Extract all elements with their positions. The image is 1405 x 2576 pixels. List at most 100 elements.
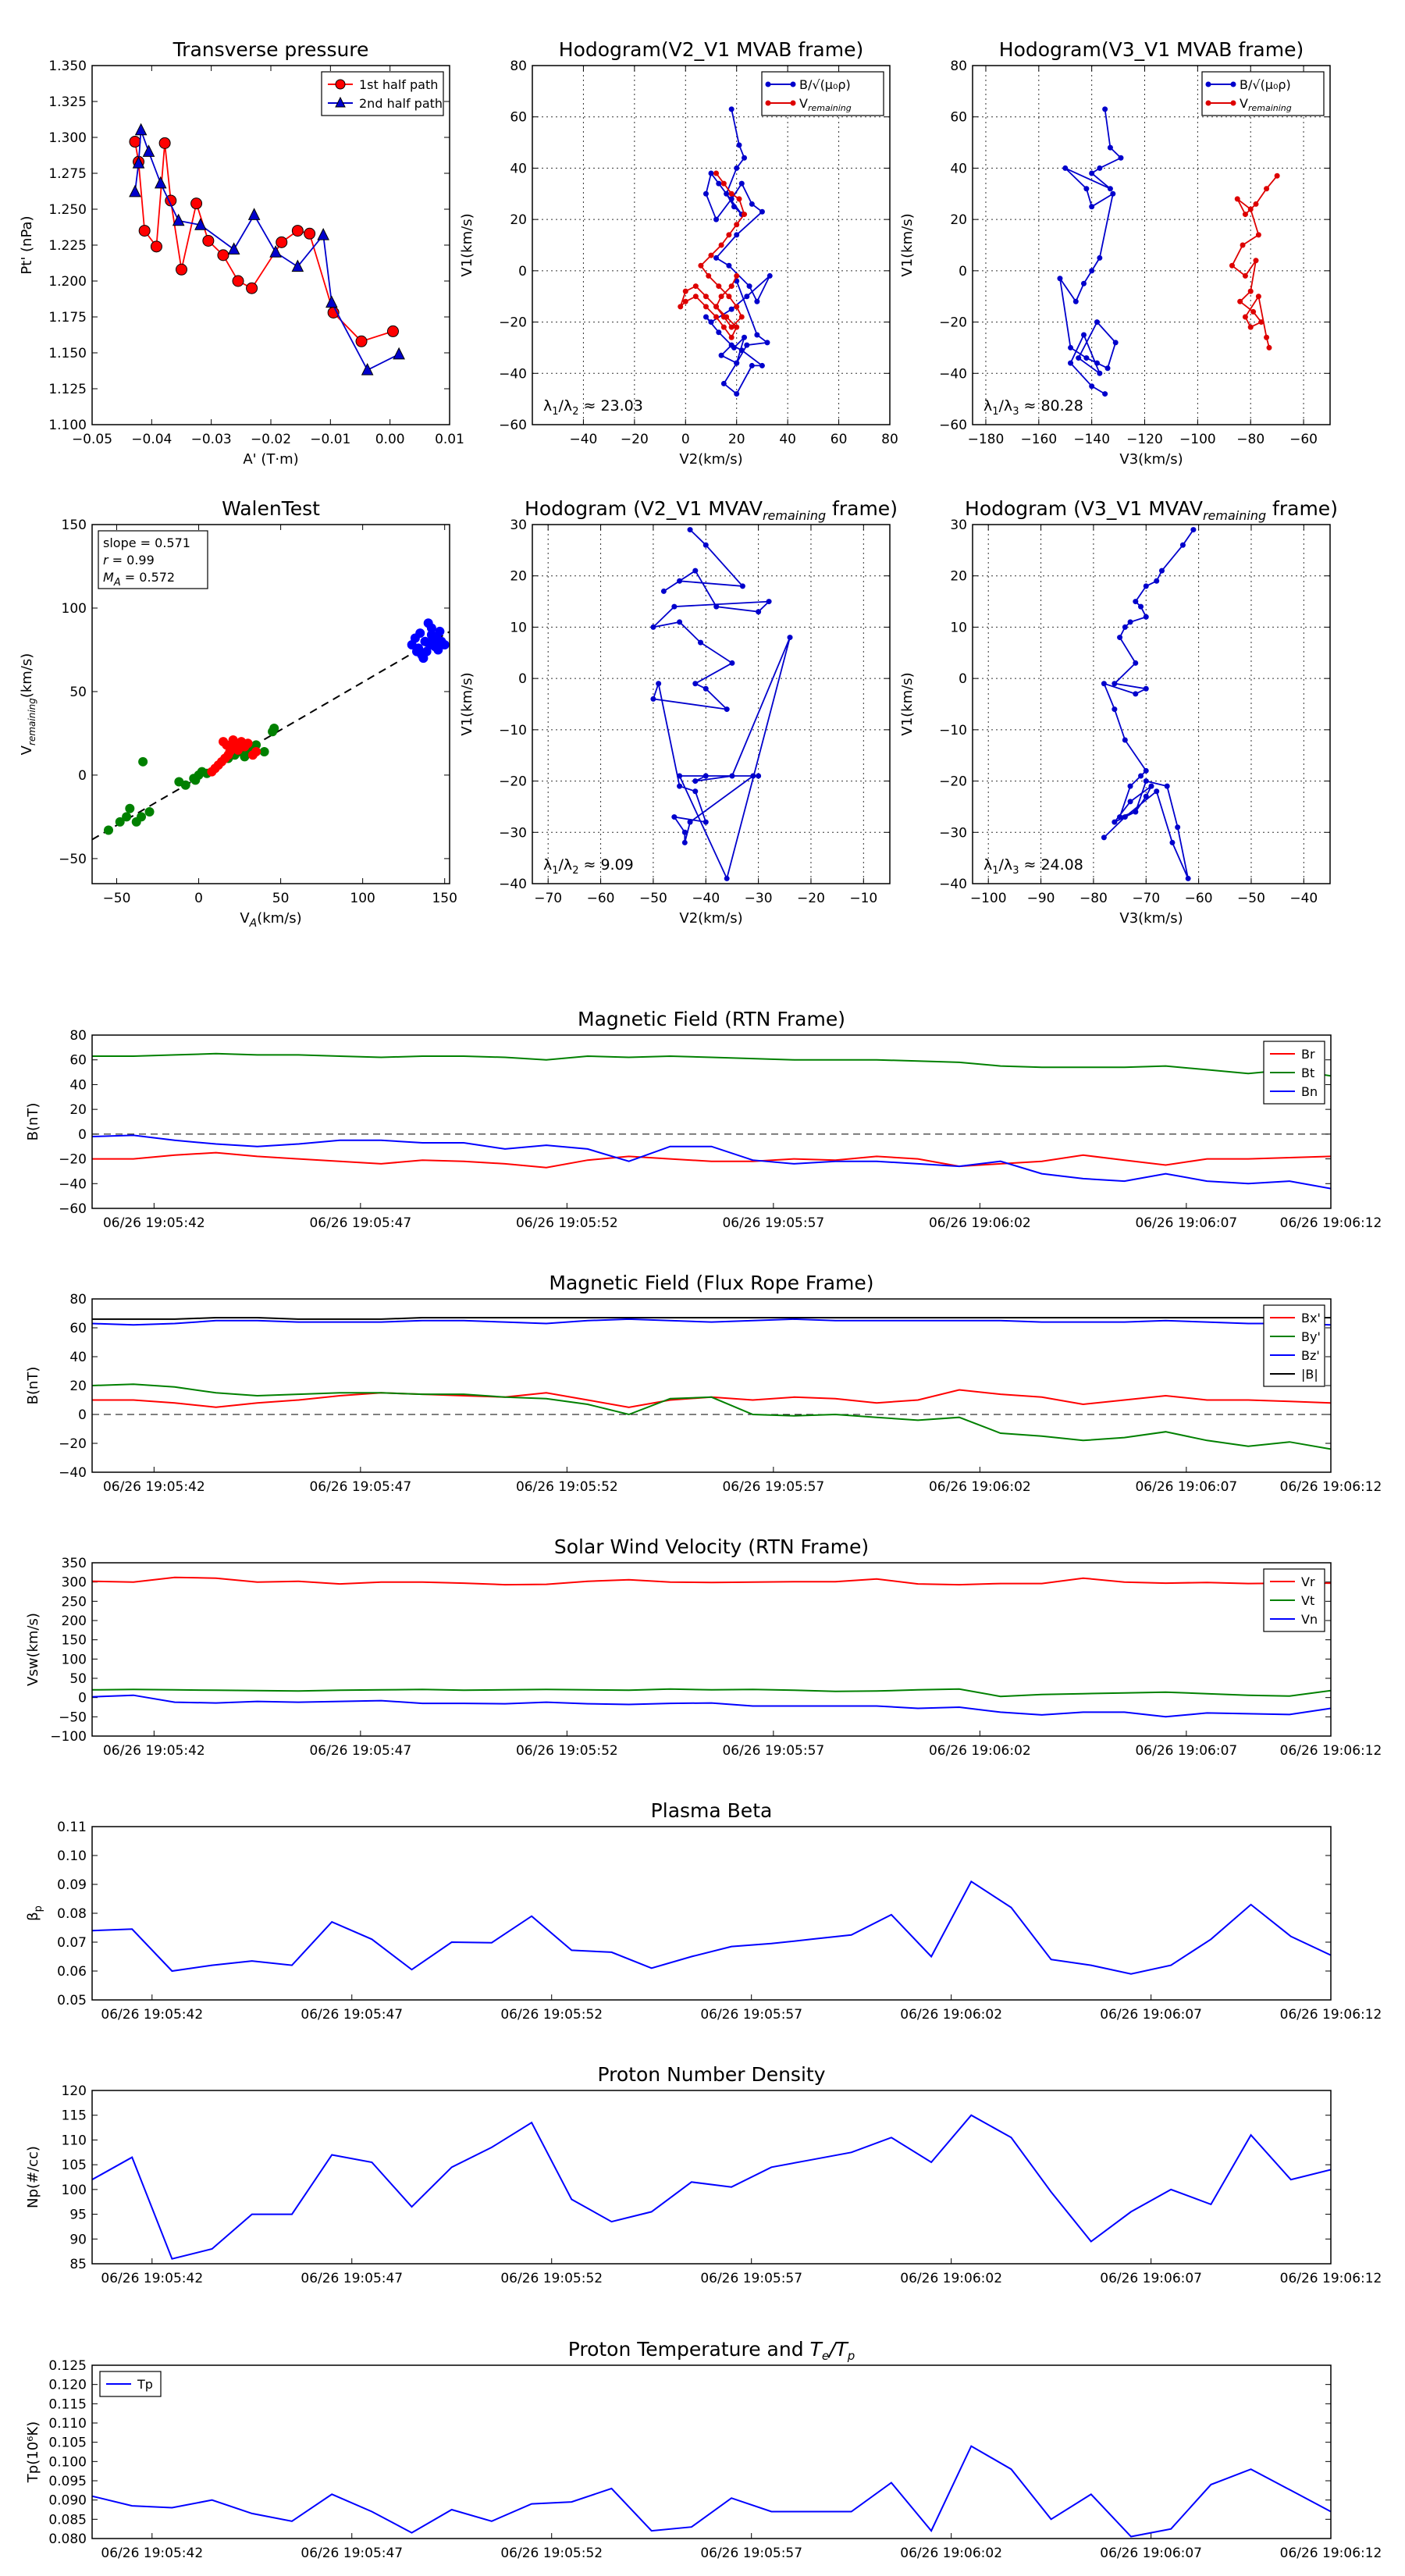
grid-lines — [973, 66, 1330, 425]
x-axis-ticks: 06/26 19:05:42 06/26 19:05:47 06/26 19:05:… — [103, 1467, 1382, 1495]
legend-label: B/√(μ₀ρ) — [799, 77, 851, 92]
y-tick-label: 0.100 — [48, 2454, 87, 2470]
data-point — [129, 136, 141, 148]
data-point — [1274, 173, 1280, 179]
data-point — [1076, 355, 1082, 361]
x-axis-ticks: −180 −160 −140 −120 −100 −80 −60 — [968, 66, 1318, 447]
data-point — [718, 294, 724, 300]
y-axis-ticks: −60 −40 −20 0 20 40 60 80 — [59, 1028, 1331, 1217]
data-point — [1094, 319, 1100, 326]
series-blue — [407, 618, 450, 664]
data-point — [1266, 344, 1272, 350]
y-tick-label: 1.325 — [48, 94, 87, 110]
data-point — [1089, 268, 1095, 274]
series-v — [650, 527, 793, 881]
x-tick-label: −70 — [534, 891, 562, 906]
data-point — [682, 288, 688, 294]
data-point — [1250, 308, 1257, 315]
x-tick-label: 06/26 19:05:52 — [500, 2546, 603, 2561]
data-point — [716, 283, 722, 290]
series-red — [207, 735, 261, 777]
data-point — [1133, 599, 1139, 605]
x-tick-label: 06/26 19:06:07 — [1100, 2007, 1202, 2023]
data-point — [222, 740, 232, 750]
x-tick-label: 06/26 19:06:07 — [1100, 2271, 1202, 2286]
y-tick-label: 200 — [62, 1614, 87, 1629]
x-tick-label: 06/26 19:05:42 — [103, 1743, 205, 1759]
x-tick-label: 06/26 19:06:07 — [1135, 1479, 1237, 1495]
y-tick-label: 80 — [510, 59, 527, 74]
series-bn — [92, 1134, 1331, 1190]
data-point — [671, 814, 678, 820]
y-tick-label: 1.300 — [48, 130, 87, 146]
y-axis-label: Np(#/cc) — [25, 2146, 41, 2208]
data-point — [194, 218, 207, 230]
data-point — [1068, 360, 1074, 366]
data-point — [138, 225, 151, 237]
x-tick-label: 06/26 19:05:52 — [500, 2271, 603, 2286]
data-point — [1127, 783, 1133, 789]
data-point — [681, 839, 688, 845]
x-axis-label: V3(km/s) — [1119, 451, 1183, 468]
data-point — [154, 176, 167, 189]
legend-label: Vn — [1301, 1612, 1318, 1627]
data-point — [433, 645, 443, 655]
data-point — [692, 681, 699, 687]
x-tick-label: −140 — [1073, 432, 1110, 447]
x-tick-label: 06/26 19:05:42 — [101, 2271, 203, 2286]
axes-frame — [91, 524, 450, 884]
chart-title: Proton Temperature and Te/Tp — [568, 2338, 855, 2363]
chart-hodogram-v2-v1-mvav: Hodogram (V2_V1 MVAVremaining frame)−40−… — [459, 497, 898, 927]
data-point — [656, 681, 662, 687]
data-point — [115, 817, 125, 827]
data-point — [718, 242, 724, 248]
data-point — [1179, 542, 1186, 548]
x-tick-label: 06/26 19:05:57 — [700, 2546, 802, 2561]
data-point — [251, 746, 261, 756]
legend-label: Vr — [1301, 1574, 1315, 1589]
x-tick-label: −100 — [1179, 432, 1216, 447]
data-point — [698, 639, 704, 646]
x-tick-label: 06/26 19:06:02 — [929, 1215, 1031, 1231]
data-point — [137, 812, 147, 822]
legend-label: By' — [1301, 1329, 1321, 1344]
data-point — [1112, 681, 1118, 687]
y-axis-label: Tp(10⁶K) — [25, 2421, 41, 2483]
series-line — [651, 528, 791, 881]
x-tick-label: −80 — [1080, 891, 1108, 906]
x-tick-label: 20 — [728, 432, 745, 447]
x-tick-label: 06/26 19:06:12 — [1280, 1215, 1382, 1231]
legend-marker — [790, 81, 796, 87]
data-point — [1247, 288, 1254, 294]
axes-frame — [91, 2090, 1332, 2265]
data-point — [129, 184, 141, 197]
data-point — [276, 236, 288, 248]
legend-label: Br — [1301, 1047, 1315, 1062]
legend: Bx' By' Bz' |B| — [1263, 1304, 1325, 1387]
data-point — [726, 294, 732, 300]
y-tick-label: −30 — [939, 825, 967, 841]
legend-label: B/√(μ₀ρ) — [1240, 77, 1291, 92]
y-tick-label: 20 — [69, 1379, 87, 1394]
data-point — [104, 825, 114, 835]
x-tick-label: −40 — [1289, 891, 1318, 906]
x-tick-label: 06/26 19:06:12 — [1280, 2271, 1382, 2286]
data-layer — [92, 1317, 1331, 1450]
series--b- — [92, 1317, 1331, 1320]
y-tick-label: 85 — [69, 2257, 87, 2272]
y-tick-label: −20 — [59, 1436, 87, 1452]
data-point — [677, 619, 683, 625]
data-point — [1143, 614, 1149, 620]
y-tick-label: −60 — [939, 418, 967, 433]
data-point — [728, 324, 735, 330]
legend-label: Tp — [137, 2377, 153, 2392]
data-point — [1258, 319, 1264, 326]
x-tick-label: −50 — [639, 891, 667, 906]
y-axis-label: B(nT) — [25, 1103, 41, 1141]
x-tick-label: 06/26 19:05:47 — [301, 2271, 403, 2286]
chart-title: Proton Number Density — [598, 2063, 826, 2086]
data-point — [1104, 365, 1111, 372]
x-tick-label: 06/26 19:06:12 — [1280, 1743, 1382, 1759]
data-point — [1138, 773, 1144, 779]
